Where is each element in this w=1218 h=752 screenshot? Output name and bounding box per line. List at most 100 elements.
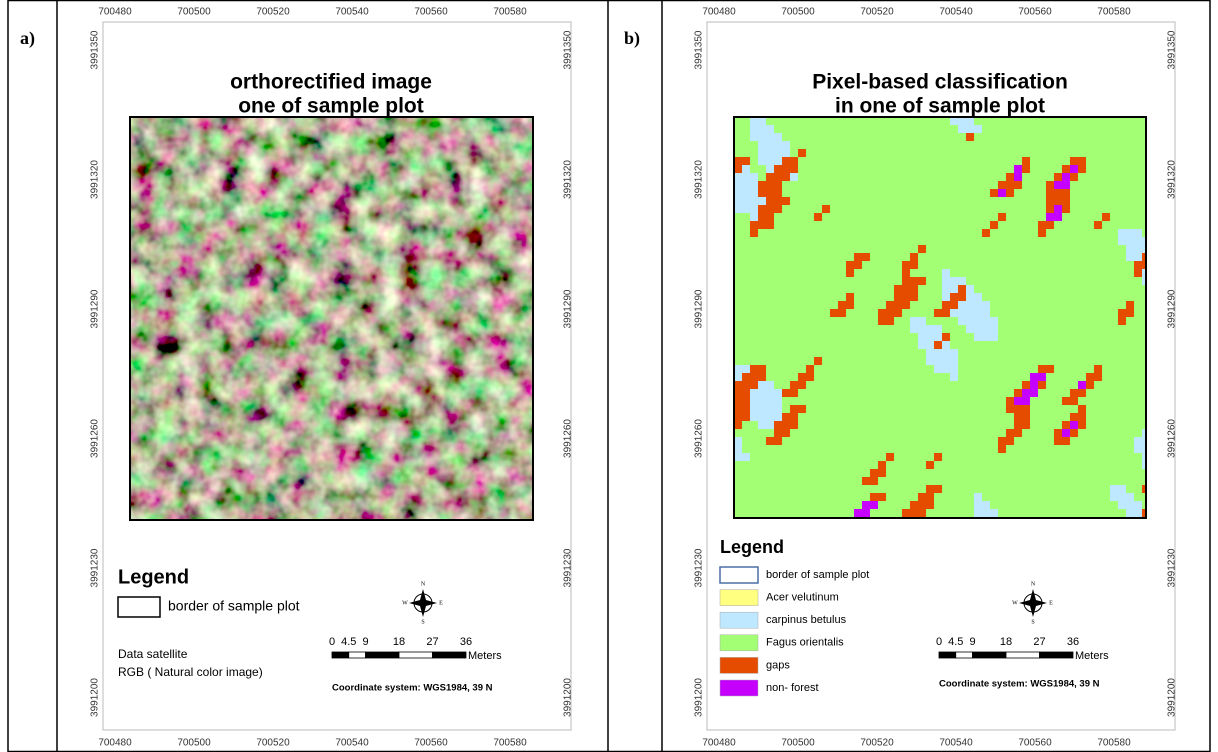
class-cell [990,325,998,333]
class-cell [1046,165,1054,173]
class-cell [1054,493,1062,501]
class-cell [1094,253,1102,261]
class-cell [1046,341,1054,349]
class-cell [1030,461,1038,469]
class-cell [1078,397,1086,405]
class-cell [1086,277,1094,285]
class-cell [1102,485,1110,493]
class-cell [894,117,902,125]
class-cell [942,285,950,293]
class-cell [1102,221,1110,229]
class-cell [1110,117,1118,125]
class-cell [1134,389,1142,397]
class-cell [806,349,814,357]
class-cell [990,373,998,381]
class-cell [854,125,862,133]
class-cell [846,117,854,125]
class-cell [910,453,918,461]
class-cell [998,173,1006,181]
class-cell [918,293,926,301]
class-cell [1046,493,1054,501]
class-cell [942,365,950,373]
class-cell [774,221,782,229]
class-cell [902,493,910,501]
class-cell [950,357,958,365]
class-cell [878,429,886,437]
class-cell [1054,301,1062,309]
class-cell [1078,365,1086,373]
class-cell [1134,197,1142,205]
class-cell [982,349,990,357]
class-cell [790,365,798,373]
class-cell [934,325,942,333]
class-cell [942,357,950,365]
class-cell [1118,197,1126,205]
class-cell [958,197,966,205]
class-cell [1022,221,1030,229]
class-cell [782,381,790,389]
class-cell [1038,141,1046,149]
class-cell [926,317,934,325]
class-cell [798,237,806,245]
class-cell [1046,325,1054,333]
class-cell [1110,309,1118,317]
class-cell [1030,141,1038,149]
class-cell [798,245,806,253]
class-cell [926,325,934,333]
class-cell [1030,181,1038,189]
class-cell [934,437,942,445]
class-cell [750,157,758,165]
class-cell [982,317,990,325]
class-cell [950,213,958,221]
class-cell [902,317,910,325]
scale-segment [1006,652,1040,658]
class-cell [1078,149,1086,157]
x-tick-label: 700500 [177,7,211,18]
class-cell [1086,421,1094,429]
x-tick-label: 700580 [493,738,527,749]
class-cell [886,181,894,189]
class-cell [1102,445,1110,453]
class-cell [990,317,998,325]
class-cell [790,413,798,421]
class-cell [942,461,950,469]
class-cell [1078,197,1086,205]
class-cell [886,325,894,333]
class-cell [1118,469,1126,477]
class-cell [1062,357,1070,365]
class-cell [1078,269,1086,277]
class-cell [766,165,774,173]
class-cell [742,277,750,285]
class-cell [950,205,958,213]
class-cell [830,357,838,365]
class-cell [878,381,886,389]
class-cell [1014,237,1022,245]
class-cell [998,381,1006,389]
class-cell [982,309,990,317]
class-cell [1070,237,1078,245]
class-cell [982,173,990,181]
class-cell [982,229,990,237]
class-cell [798,477,806,485]
scale-label: 18 [393,636,405,648]
class-cell [1110,493,1118,501]
class-cell [758,213,766,221]
class-cell [838,325,846,333]
class-cell [846,181,854,189]
class-cell [1054,221,1062,229]
class-cell [926,285,934,293]
class-cell [910,493,918,501]
class-cell [950,485,958,493]
class-cell [790,173,798,181]
class-cell [1086,461,1094,469]
class-cell [814,261,822,269]
class-cell [750,149,758,157]
class-cell [782,469,790,477]
class-cell [910,189,918,197]
class-cell [1102,117,1110,125]
class-cell [878,461,886,469]
class-cell [1006,213,1014,221]
class-cell [1014,261,1022,269]
class-cell [1094,229,1102,237]
class-cell [918,421,926,429]
